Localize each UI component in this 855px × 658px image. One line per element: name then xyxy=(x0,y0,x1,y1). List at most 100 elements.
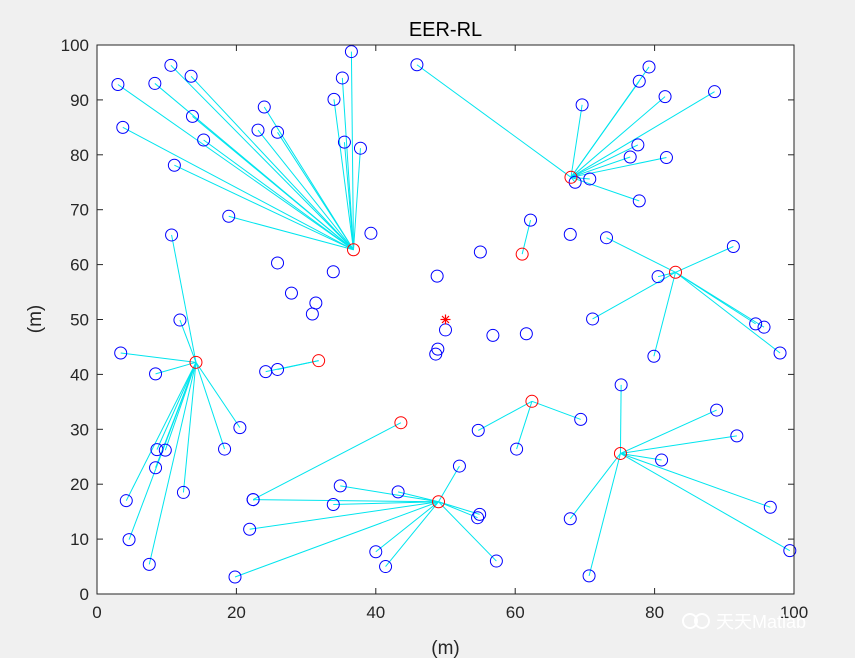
cluster-link xyxy=(340,485,439,503)
sensor-node xyxy=(730,429,744,443)
axes-layer: 0 20 40 60 80 100 0 10 20 30 40 50 60 70 80 90 100 xyxy=(61,36,809,622)
sensor-node xyxy=(471,511,485,525)
sensor-node xyxy=(710,403,724,417)
cluster-link xyxy=(438,465,460,503)
sensor-node xyxy=(519,327,533,341)
sensor-node xyxy=(658,90,672,104)
sensor-node xyxy=(429,347,443,361)
cluster-link xyxy=(657,271,676,278)
cluster-link xyxy=(620,409,717,454)
cluster-link xyxy=(179,319,197,363)
cluster-head-node xyxy=(432,495,446,509)
sensor-node xyxy=(271,125,285,139)
sensor-node xyxy=(251,123,265,137)
cluster-link xyxy=(531,400,581,420)
x-tick-label: 20 xyxy=(227,603,246,622)
sensor-node xyxy=(364,226,378,240)
sensor-node xyxy=(353,141,367,155)
cluster-link xyxy=(195,362,241,428)
sensor-node xyxy=(197,133,211,147)
sensor-node xyxy=(473,245,487,259)
sensor-node xyxy=(489,554,503,568)
cluster-head-node xyxy=(515,247,529,261)
cluster-head-node xyxy=(312,354,326,368)
sensor-node xyxy=(563,512,577,526)
cluster-link xyxy=(182,362,197,493)
y-tick-label: 80 xyxy=(70,146,89,165)
cluster-link xyxy=(569,453,621,520)
sensor-node xyxy=(471,423,485,437)
x-tick-label: 0 xyxy=(92,603,101,622)
sensor-node xyxy=(326,265,340,279)
cluster-link xyxy=(253,499,439,503)
sensor-node xyxy=(149,367,163,381)
sensor-node xyxy=(337,135,351,149)
sensor-node xyxy=(167,158,181,172)
sensor-node xyxy=(783,544,797,558)
sensor-node xyxy=(642,60,656,74)
sensor-node xyxy=(763,500,777,514)
sensor-node xyxy=(184,69,198,83)
cluster-link xyxy=(122,126,354,251)
cluster-link xyxy=(277,132,354,251)
sensor-node xyxy=(305,307,319,321)
sensor-node xyxy=(391,485,405,499)
y-tick-label: 40 xyxy=(70,365,89,384)
cluster-link xyxy=(192,115,354,251)
watermark-text: 天天Matlab xyxy=(716,612,806,632)
cluster-head-node xyxy=(394,416,408,430)
sensor-node xyxy=(148,76,162,90)
sensor-node xyxy=(185,109,199,123)
cluster-link xyxy=(570,104,583,178)
x-axis-label: (m) xyxy=(431,638,459,658)
cluster-link xyxy=(620,452,771,508)
cluster-link xyxy=(125,362,197,501)
sensor-node xyxy=(568,175,582,189)
cluster-link xyxy=(252,422,402,501)
cluster-link xyxy=(234,501,439,578)
cluster-link xyxy=(397,491,439,503)
cluster-link xyxy=(570,156,631,178)
cluster-link xyxy=(570,91,715,178)
sensor-node xyxy=(510,442,524,456)
cluster-link xyxy=(350,51,354,250)
cluster-link xyxy=(249,501,439,530)
y-tick-label: 90 xyxy=(70,91,89,110)
cluster-link xyxy=(257,129,354,251)
sensor-node xyxy=(773,346,787,360)
y-tick-label: 10 xyxy=(70,530,89,549)
sensor-node xyxy=(563,227,577,241)
cluster-head-node xyxy=(613,446,627,460)
sensor-node xyxy=(651,270,665,284)
sensor-node xyxy=(222,209,236,223)
cluster-link xyxy=(570,176,590,180)
x-tick-label: 60 xyxy=(506,603,525,622)
cluster-link xyxy=(195,362,226,450)
sensor-node xyxy=(165,228,179,242)
cluster-link xyxy=(277,360,319,370)
cluster-link xyxy=(203,139,354,251)
cluster-link xyxy=(570,96,666,178)
cluster-link xyxy=(478,400,533,431)
cluster-link xyxy=(619,384,622,454)
cluster-link xyxy=(438,501,478,519)
sensor-node xyxy=(271,256,285,270)
y-tick-label: 0 xyxy=(80,585,89,604)
watermark: 天天Matlab xyxy=(682,612,806,632)
sensor-node xyxy=(524,213,538,227)
cluster-link xyxy=(416,64,572,178)
cluster-link xyxy=(352,148,361,250)
sensor-node xyxy=(659,151,673,165)
cluster-link xyxy=(170,64,354,251)
sensor-node xyxy=(586,312,600,326)
sensor-node xyxy=(284,286,298,300)
sensor-node xyxy=(228,570,242,584)
cluster-link xyxy=(438,501,480,515)
x-tick-label: 80 xyxy=(645,603,664,622)
cluster-link xyxy=(675,271,765,328)
y-tick-label: 70 xyxy=(70,201,89,220)
sensor-node xyxy=(164,58,178,72)
cluster-link xyxy=(333,99,354,250)
sensor-node xyxy=(335,71,349,85)
